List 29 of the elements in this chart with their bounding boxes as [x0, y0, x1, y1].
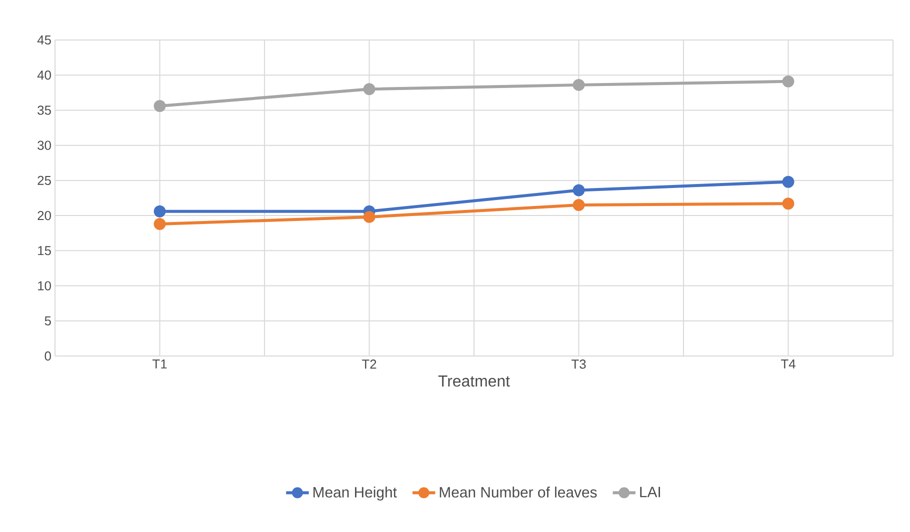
point — [363, 83, 376, 96]
y-tick-label: 30 — [38, 140, 51, 150]
x-tick-label: T1 — [152, 360, 167, 368]
point — [154, 205, 166, 218]
legend-label: Mean Height — [313, 486, 397, 501]
y-tick-label: 20 — [38, 210, 51, 220]
point — [572, 184, 585, 196]
y-tick-label: 25 — [38, 176, 51, 186]
legend-label: Mean Number of leaves — [440, 486, 597, 498]
point — [572, 78, 585, 91]
point — [782, 75, 794, 88]
y-tick-label: 40 — [37, 70, 51, 80]
y-tick-label: 10 — [38, 281, 51, 290]
point — [154, 218, 166, 230]
point — [154, 100, 166, 112]
x-tick-label: T2 — [362, 360, 376, 369]
y-tick-label: 45 — [37, 35, 51, 45]
legend-label: LAI — [640, 486, 660, 498]
point — [782, 176, 794, 188]
x-tick-label: T3 — [571, 360, 586, 369]
y-tick-label: 15 — [38, 246, 51, 256]
x-axis-title: Treatment — [438, 376, 510, 387]
y-tick-label: 0 — [44, 351, 51, 361]
x-tick-label: T4 — [780, 360, 796, 368]
point — [572, 199, 585, 211]
y-tick-label: 5 — [44, 316, 51, 326]
y-tick-label: 35 — [38, 106, 51, 115]
point — [363, 210, 376, 223]
point — [782, 198, 794, 210]
